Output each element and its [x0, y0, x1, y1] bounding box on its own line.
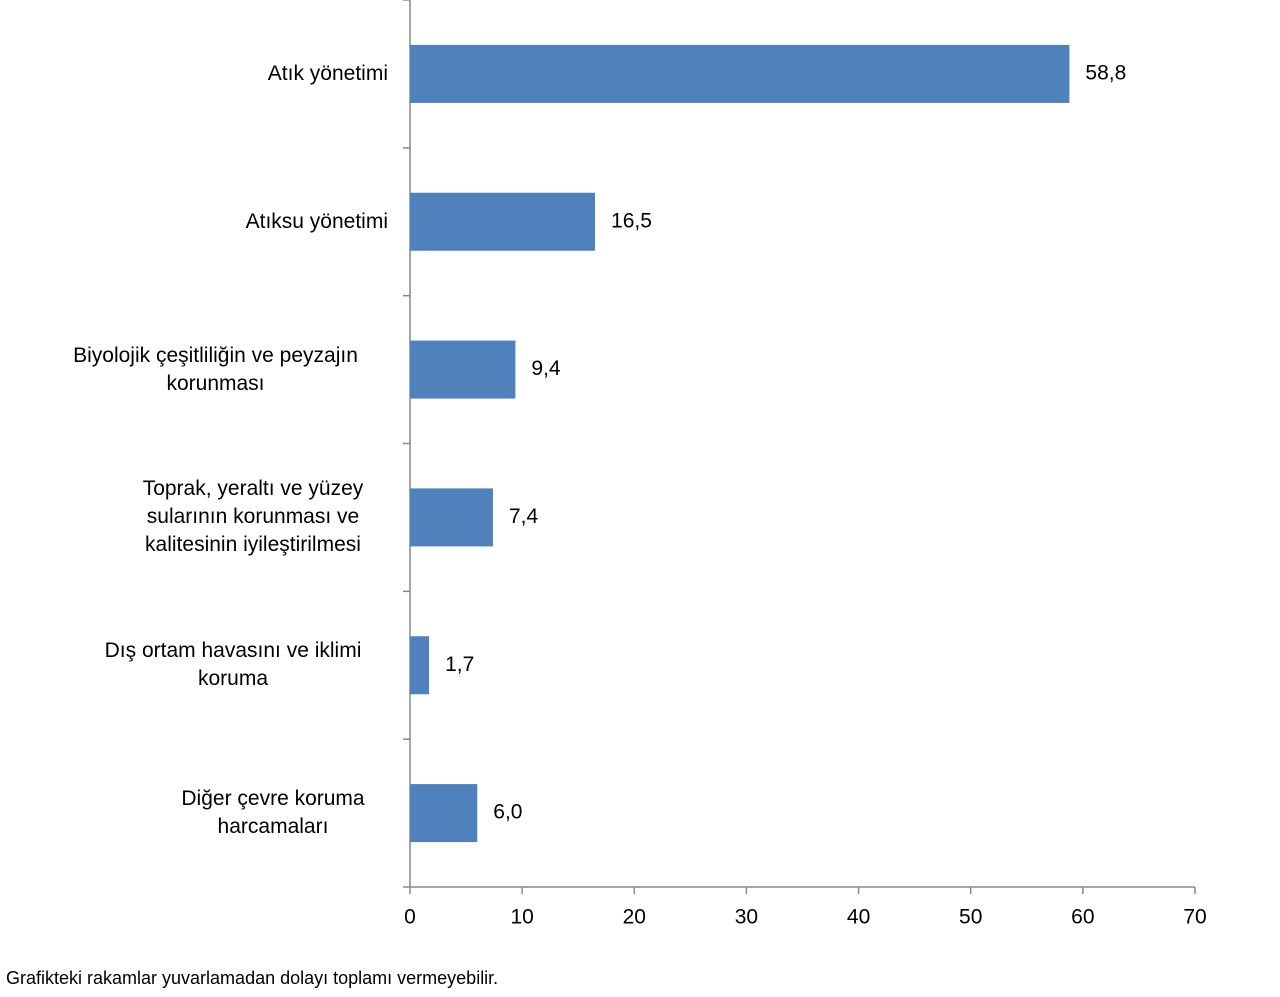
x-tick-label: 70	[1183, 906, 1206, 929]
category-label: Toprak, yeraltı ve yüzey sularının korun…	[142, 477, 364, 557]
bar	[410, 340, 516, 399]
bar	[410, 636, 430, 695]
x-tick-label: 30	[735, 906, 758, 929]
bar	[410, 44, 1070, 103]
bar	[410, 192, 596, 251]
bar	[410, 488, 493, 547]
x-tick-label: 60	[1071, 906, 1094, 929]
footnote: Grafikteki rakamlar yuvarlamadan dolayı …	[6, 968, 499, 988]
value-label: 1,7	[445, 653, 474, 676]
category-label: Atık yönetimi	[267, 61, 388, 85]
value-label: 58,8	[1085, 61, 1126, 84]
value-label: 9,4	[531, 357, 561, 380]
category-label: Biyolojik çeşitliliğin ve peyzajın korun…	[73, 343, 358, 395]
x-tick-label: 10	[510, 906, 533, 929]
value-label: 16,5	[611, 209, 652, 232]
x-tick-label: 20	[623, 906, 646, 929]
value-label: 6,0	[493, 801, 522, 824]
value-label: 7,4	[509, 505, 539, 528]
x-tick-label: 0	[404, 906, 416, 929]
x-tick-label: 40	[847, 906, 870, 929]
category-label: Dış ortam havasını ve iklimi koruma	[104, 639, 362, 691]
category-label: Atıksu yönetimi	[245, 209, 388, 233]
category-label: Diğer çevre koruma harcamaları	[181, 787, 365, 839]
x-tick-label: 50	[959, 906, 982, 929]
bar	[410, 784, 478, 843]
